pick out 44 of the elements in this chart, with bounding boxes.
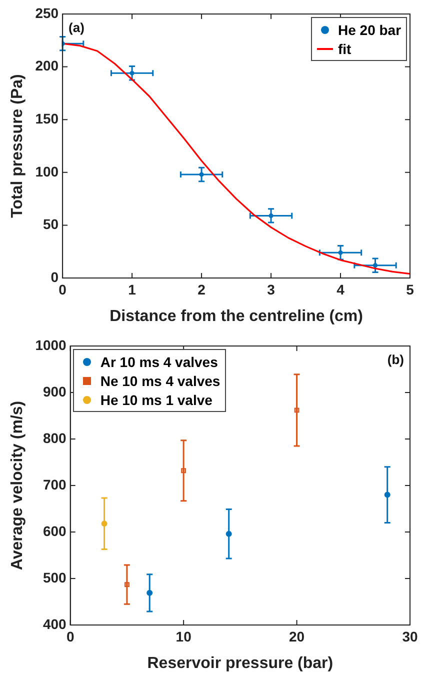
y-tick-label: 0	[50, 268, 59, 285]
point	[372, 263, 378, 268]
legend-label: fit	[338, 40, 352, 56]
y-axis-title: Total pressure (Pa)	[9, 74, 26, 218]
x-tick-label: 10	[176, 628, 192, 644]
annotation: (b)	[387, 352, 404, 368]
y-tick-label: 100	[35, 163, 59, 180]
y-tick-label: 900	[42, 383, 67, 400]
legend-label: Ar 10 ms 4 valves	[100, 354, 218, 370]
point	[146, 590, 153, 596]
y-tick-label: 50	[42, 216, 59, 232]
point	[130, 70, 134, 76]
x-tick-label: 2	[198, 281, 206, 298]
x-tick-label: 3	[267, 281, 276, 298]
point	[199, 172, 204, 177]
point	[124, 582, 130, 588]
x-axis-title: Distance from the centreline (cm)	[110, 308, 363, 325]
x-tick-label: 1	[128, 281, 136, 298]
y-tick-label: 700	[42, 476, 67, 492]
point	[101, 520, 108, 527]
x-tick-label: 20	[288, 628, 305, 644]
y-tick-label: 600	[42, 522, 67, 539]
x-tick-label: 4	[336, 281, 345, 298]
x-tick-label: 30	[402, 628, 418, 644]
y-tick-label: 1000	[35, 336, 67, 353]
x-tick-label: 5	[406, 281, 414, 298]
y-tick-label: 150	[35, 110, 59, 126]
point	[338, 250, 343, 255]
legend-label: He 20 bar	[338, 22, 402, 38]
y-axis-title: Average velocity (m/s)	[9, 400, 26, 570]
y-tick-label: 400	[42, 616, 67, 632]
x-axis-title: Reservoir pressure (bar)	[147, 654, 334, 672]
point	[226, 530, 232, 537]
annotation: (a)	[68, 20, 84, 36]
point	[181, 468, 186, 474]
y-tick-label: 200	[35, 58, 59, 74]
legend-label: Ne 10 ms 4 valves	[100, 372, 220, 388]
y-tick-label: 250	[35, 4, 59, 21]
legend-label: He 10 ms 1 valve	[100, 392, 212, 408]
point	[384, 492, 390, 498]
y-tick-label: 800	[42, 430, 67, 446]
point	[294, 408, 300, 413]
point	[268, 213, 274, 218]
y-tick-label: 500	[42, 569, 67, 586]
